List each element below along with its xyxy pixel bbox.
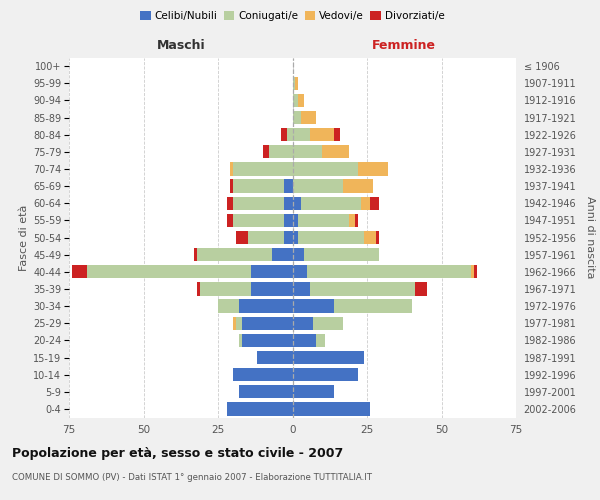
Bar xyxy=(233,214,284,227)
Bar xyxy=(227,214,233,227)
Bar xyxy=(251,265,293,278)
Text: COMUNE DI SOMMO (PV) - Dati ISTAT 1° gennaio 2007 - Elaborazione TUTTITALIA.IT: COMUNE DI SOMMO (PV) - Dati ISTAT 1° gen… xyxy=(12,472,372,482)
Bar xyxy=(293,145,322,158)
Bar xyxy=(358,162,388,175)
Bar xyxy=(364,231,376,244)
Bar xyxy=(239,385,293,398)
Bar xyxy=(233,316,236,330)
Bar xyxy=(233,180,284,193)
Bar xyxy=(72,265,87,278)
Bar xyxy=(293,196,301,210)
Text: Femmine: Femmine xyxy=(372,40,436,52)
Bar xyxy=(197,248,272,262)
Bar xyxy=(298,214,349,227)
Bar xyxy=(293,162,358,175)
Bar xyxy=(87,265,251,278)
Bar xyxy=(293,282,310,296)
Bar xyxy=(233,162,293,175)
Bar xyxy=(301,111,316,124)
Bar xyxy=(284,180,293,193)
Bar xyxy=(236,231,248,244)
Bar xyxy=(284,196,293,210)
Bar xyxy=(349,214,355,227)
Bar xyxy=(263,145,269,158)
Bar xyxy=(293,385,334,398)
Bar xyxy=(194,248,197,262)
Bar xyxy=(293,94,298,107)
Bar xyxy=(239,300,293,313)
Bar xyxy=(227,402,293,415)
Bar xyxy=(313,316,343,330)
Bar xyxy=(284,231,293,244)
Bar xyxy=(334,128,340,141)
Text: Popolazione per età, sesso e stato civile - 2007: Popolazione per età, sesso e stato civil… xyxy=(12,448,343,460)
Bar xyxy=(293,111,301,124)
Bar xyxy=(293,334,316,347)
Bar xyxy=(307,265,472,278)
Bar xyxy=(272,248,293,262)
Bar xyxy=(293,180,343,193)
Bar xyxy=(293,128,310,141)
Bar xyxy=(343,180,373,193)
Bar xyxy=(298,94,304,107)
Bar xyxy=(355,214,358,227)
Bar xyxy=(293,316,313,330)
Bar xyxy=(227,196,233,210)
Bar xyxy=(293,265,307,278)
Bar xyxy=(218,300,239,313)
Bar xyxy=(242,334,293,347)
Bar xyxy=(474,265,477,278)
Bar xyxy=(287,128,293,141)
Bar xyxy=(293,248,304,262)
Bar xyxy=(242,316,293,330)
Bar xyxy=(257,351,293,364)
Bar xyxy=(239,334,242,347)
Bar xyxy=(293,402,370,415)
Bar xyxy=(284,214,293,227)
Bar xyxy=(316,334,325,347)
Bar xyxy=(298,231,364,244)
Bar xyxy=(295,76,298,90)
Bar xyxy=(251,282,293,296)
Bar xyxy=(293,351,364,364)
Bar xyxy=(310,282,415,296)
Bar xyxy=(376,231,379,244)
Bar xyxy=(233,196,284,210)
Bar xyxy=(230,162,233,175)
Bar xyxy=(269,145,293,158)
Bar xyxy=(361,196,370,210)
Bar xyxy=(281,128,287,141)
Bar xyxy=(472,265,474,278)
Bar xyxy=(322,145,349,158)
Legend: Celibi/Nubili, Coniugati/e, Vedovi/e, Divorziati/e: Celibi/Nubili, Coniugati/e, Vedovi/e, Di… xyxy=(136,7,449,25)
Bar xyxy=(293,368,358,382)
Bar xyxy=(293,76,295,90)
Y-axis label: Fasce di età: Fasce di età xyxy=(19,204,29,270)
Text: Maschi: Maschi xyxy=(157,40,205,52)
Bar xyxy=(304,248,379,262)
Bar xyxy=(310,128,334,141)
Bar xyxy=(233,368,293,382)
Bar xyxy=(301,196,361,210)
Bar xyxy=(334,300,412,313)
Bar xyxy=(200,282,251,296)
Bar xyxy=(293,300,334,313)
Bar xyxy=(248,231,284,244)
Bar xyxy=(230,180,233,193)
Y-axis label: Anni di nascita: Anni di nascita xyxy=(585,196,595,279)
Bar xyxy=(293,231,298,244)
Bar xyxy=(415,282,427,296)
Bar xyxy=(293,214,298,227)
Bar xyxy=(236,316,242,330)
Bar xyxy=(197,282,200,296)
Bar xyxy=(370,196,379,210)
